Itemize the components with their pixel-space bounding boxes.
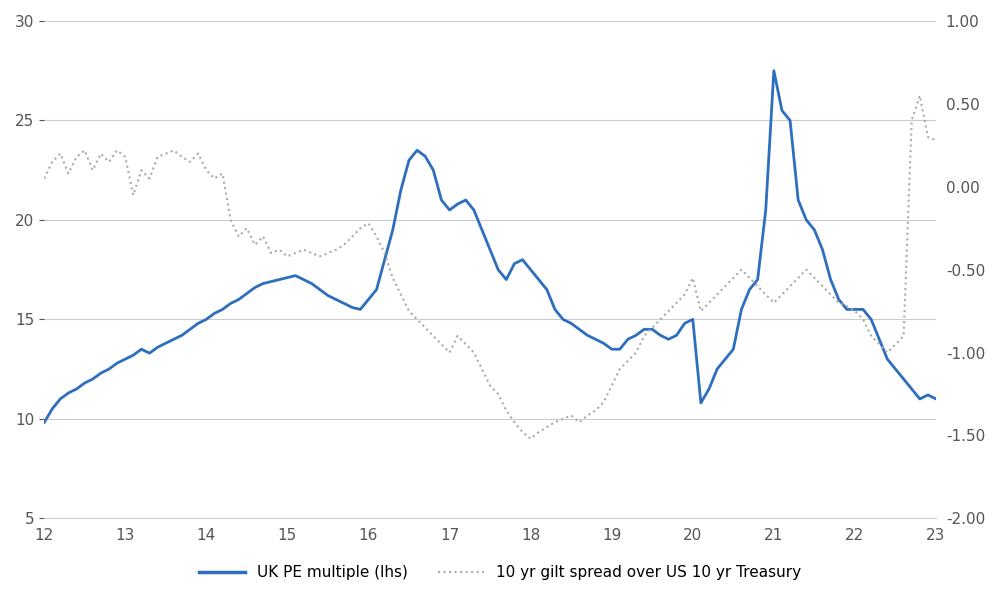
Legend: UK PE multiple (lhs), 10 yr gilt spread over US 10 yr Treasury: UK PE multiple (lhs), 10 yr gilt spread … [193,559,807,586]
